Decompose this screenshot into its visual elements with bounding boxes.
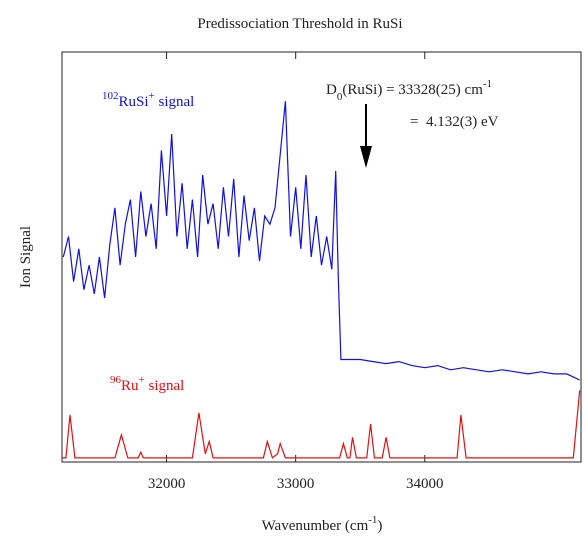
x-tick-label: 34000 bbox=[406, 476, 444, 492]
plot-frame bbox=[61, 51, 582, 463]
annotation-part: D bbox=[326, 82, 337, 98]
x-axis-label: Wavenumber (cm-1) bbox=[262, 514, 383, 534]
arrow-head bbox=[360, 146, 372, 168]
legend-sup: 96 bbox=[110, 374, 122, 386]
annotation: D0(RuSi) = 33328(25) cm-1 bbox=[326, 78, 492, 103]
chart-title: Predissociation Threshold in RuSi bbox=[197, 16, 402, 32]
x-label-part: Wavenumber (cm bbox=[262, 518, 369, 534]
legend-sup: + bbox=[139, 374, 145, 386]
x-label-sup: -1 bbox=[368, 514, 377, 526]
y-axis-label: Ion Signal bbox=[18, 226, 34, 288]
series-line bbox=[62, 101, 580, 381]
annotation: = 4.132(3) eV bbox=[410, 114, 499, 130]
legend-red: 96Ru+ signal bbox=[110, 374, 184, 394]
annotation-sub: 0 bbox=[337, 91, 343, 103]
legend-blue: 102RuSi+ signal bbox=[102, 90, 194, 110]
annotation-sup: -1 bbox=[483, 78, 492, 90]
series-line bbox=[62, 390, 581, 459]
legend-sup: 102 bbox=[102, 90, 119, 102]
x-tick-label: 33000 bbox=[277, 476, 315, 492]
annotation-part: (RuSi) = 33328(25) cm bbox=[342, 82, 483, 98]
x-tick-label: 32000 bbox=[148, 476, 186, 492]
legend-part: signal bbox=[155, 94, 195, 110]
legend-part: RuSi bbox=[119, 94, 149, 110]
x-label-part: ) bbox=[377, 518, 382, 534]
legend-sup: + bbox=[149, 90, 155, 102]
legend-part: signal bbox=[145, 378, 185, 394]
legend-part: Ru bbox=[121, 378, 139, 394]
